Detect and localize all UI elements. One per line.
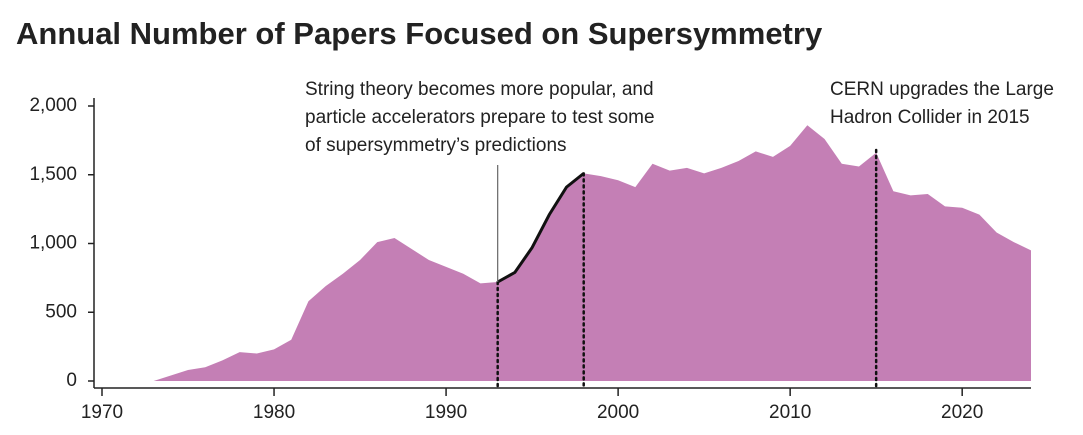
annotation: CERN upgrades the Large [830,79,1054,100]
x-tick-label: 2010 [769,402,811,423]
y-tick-label: 1,000 [29,233,77,254]
y-tick-label: 0 [66,370,77,391]
annotation: particle accelerators prepare to test so… [305,107,655,128]
annotation: String theory becomes more popular, and [305,79,654,100]
y-tick-label: 500 [45,301,77,322]
annotation: Hadron Collider in 2015 [830,107,1030,128]
x-tick-label: 2000 [597,402,639,423]
x-tick-label: 1970 [81,402,123,423]
highlight-line [496,172,585,284]
x-tick-label: 1990 [425,402,467,423]
area [102,125,1031,381]
x-tick-label: 1980 [253,402,295,423]
y-tick-label: 2,000 [29,95,77,116]
y-tick-label: 1,500 [29,164,77,185]
annotation: of supersymmetry’s predictions [305,135,567,156]
chart-title: Annual Number of Papers Focused on Super… [16,16,823,51]
x-tick-label: 2020 [941,402,983,423]
